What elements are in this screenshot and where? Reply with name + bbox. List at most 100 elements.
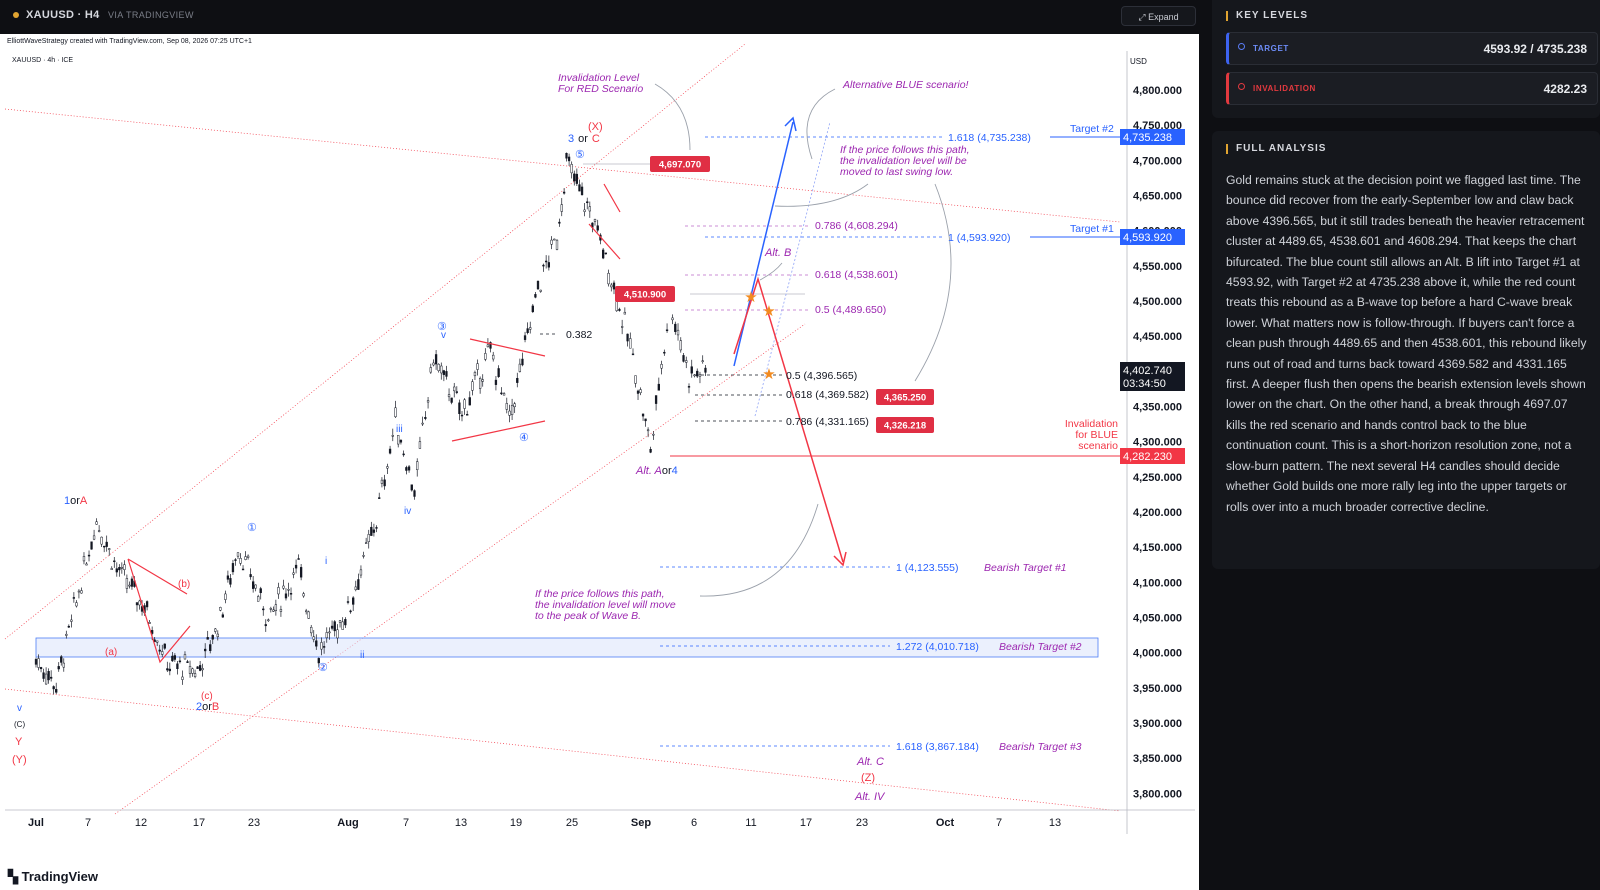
price-axis: 4,800.0004,750.0004,700.0004,650.0004,60…: [1133, 85, 1182, 800]
candle-body: [333, 621, 336, 632]
wave-label-i: i: [325, 556, 327, 567]
target-icon: [1238, 43, 1245, 50]
candle-body: [249, 574, 252, 578]
candle-body: [246, 555, 250, 558]
brand-text: TradingView: [21, 869, 98, 884]
candle-body: [641, 413, 645, 417]
candle-body: [516, 377, 519, 383]
price-tick-label: 4,700.000: [1133, 155, 1182, 167]
wave-label-circle-1: ①: [247, 522, 257, 534]
analysis-text: Gold remains stuck at the decision point…: [1226, 173, 1587, 514]
candle-body: [500, 392, 503, 395]
candle-body: [312, 636, 315, 640]
price-tick-label: 4,050.000: [1133, 613, 1182, 625]
time-tick-label: 11: [745, 817, 756, 829]
candle-body: [542, 264, 545, 267]
candle-body: [272, 609, 275, 612]
chart-title: XAUUSD · H4: [26, 9, 100, 21]
candle-body: [37, 658, 40, 668]
price-tick-label: 4,500.000: [1133, 296, 1182, 308]
candle-body: [305, 610, 308, 613]
candle-body: [163, 643, 166, 649]
candle-body: [607, 272, 610, 285]
candle-body: [580, 186, 584, 196]
chart-area[interactable]: 4,800.0004,750.0004,700.0004,650.0004,60…: [0, 34, 1199, 890]
candle-body: [450, 397, 453, 403]
candle-body: [434, 354, 438, 365]
tradingview-logo[interactable]: ▚ TradingView: [8, 869, 98, 885]
candle-body: [370, 526, 373, 536]
candle-body: [378, 497, 381, 499]
price-tick-label: 4,650.000: [1133, 191, 1182, 203]
price-badge-4365-label: 4,365.250: [884, 393, 926, 404]
wave-label-a-small: (a): [105, 647, 117, 658]
wave-label-iii: iii: [396, 424, 403, 435]
candle-body: [307, 611, 310, 619]
axis-tag-target2: [1120, 129, 1185, 145]
candle-body: [55, 689, 58, 693]
candle-body: [539, 289, 542, 292]
time-tick-label: 13: [1049, 817, 1061, 829]
candle-body: [204, 648, 207, 652]
candle-body: [620, 326, 624, 328]
candle-body: [50, 676, 53, 679]
candle-body: [583, 209, 586, 212]
candle-body: [92, 535, 96, 540]
candle-body: [550, 239, 553, 245]
candle-body: [211, 635, 214, 640]
candle-body: [442, 370, 446, 375]
candle-body: [558, 221, 561, 224]
axis-tag-target1-label: 4,593.920: [1123, 232, 1172, 244]
chart-svg[interactable]: 4,800.0004,750.0004,700.0004,650.0004,60…: [0, 34, 1199, 890]
expand-button[interactable]: ⤢ Expand: [1121, 6, 1196, 26]
candle-body: [254, 584, 257, 589]
candle-body: [682, 355, 685, 362]
candle-body: [274, 604, 278, 611]
invalidation-level-card[interactable]: INVALIDATION 4282.23: [1226, 72, 1598, 105]
candle-body: [660, 364, 663, 369]
warning-icon: [1238, 83, 1245, 90]
price-tick-label: 4,150.000: [1133, 542, 1182, 554]
bearish-target-2-zone: [35, 637, 1099, 658]
candle-body: [156, 640, 159, 643]
candle-body: [85, 563, 88, 566]
candle-body: [463, 399, 466, 409]
candle-body: [100, 536, 103, 545]
candle-body: [82, 556, 86, 562]
candle-body: [201, 668, 204, 671]
candle-body: [264, 624, 267, 627]
candle-body: [531, 305, 534, 313]
time-tick-label: Aug: [337, 817, 358, 829]
wave-label-circle-2: ②: [318, 662, 328, 674]
bearish-target-1-label: Bearish Target #1: [984, 562, 1067, 574]
wave-label-y: Y: [15, 736, 23, 748]
channel-line-lower: [4, 688, 1121, 812]
candle-body: [193, 673, 197, 677]
candle-body: [562, 191, 566, 194]
candle-body: [685, 360, 688, 363]
candle-body: [555, 239, 559, 250]
candle-body: [302, 593, 305, 597]
candle-body: [44, 673, 48, 685]
candle-body: [171, 655, 174, 662]
candle-body: [460, 414, 464, 417]
target-level-card[interactable]: TARGET 4593.92 / 4735.238: [1226, 32, 1598, 65]
candle-body: [97, 530, 101, 532]
candle-body: [399, 439, 403, 443]
candle-body: [34, 659, 38, 665]
arrow-inv-red: [654, 83, 691, 151]
channel-line-mid1: [4, 43, 746, 640]
axis-tag-target1: [1120, 229, 1185, 245]
candle-body: [173, 655, 177, 660]
time-tick-label: 7: [996, 817, 1002, 829]
key-levels-panel: KEY LEVELS TARGET 4593.92 / 4735.238 INV…: [1212, 0, 1600, 118]
candle-body: [87, 554, 91, 557]
candle-body: [674, 323, 677, 332]
time-tick-label: 12: [135, 817, 147, 829]
analysis-panel: FULL ANALYSIS Gold remains stuck at the …: [1212, 131, 1600, 569]
expand-icon: ⤢: [1138, 12, 1149, 22]
candle-body: [402, 453, 405, 456]
candle-body: [118, 567, 121, 571]
axis-tag-invalidation-label: 4,282.230: [1123, 451, 1172, 463]
fib-label-0382: 0.382: [566, 329, 592, 341]
